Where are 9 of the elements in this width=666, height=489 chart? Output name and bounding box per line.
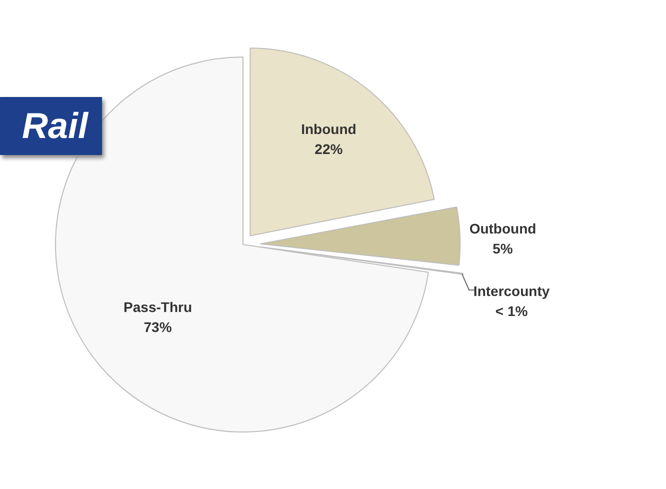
slice-label: Pass-Thru (124, 298, 192, 315)
slice-label: Outbound (469, 220, 536, 237)
data-label: 22% (314, 141, 344, 158)
data-label: < 1% (495, 302, 528, 319)
slice-label: Intercounty (473, 282, 550, 299)
slice-label: Inbound (301, 121, 356, 138)
text: Rail (0, 97, 102, 155)
data-label: 5% (492, 240, 514, 257)
data-label: 73% (144, 318, 172, 335)
